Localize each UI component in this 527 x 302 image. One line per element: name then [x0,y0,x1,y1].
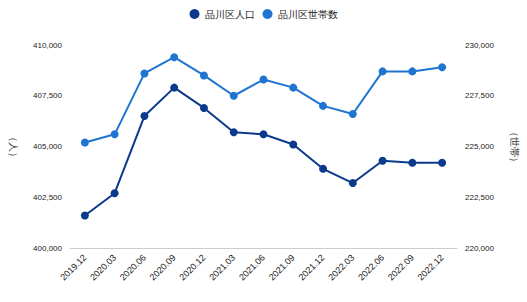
svg-text:2022.12: 2022.12 [416,252,446,282]
svg-text:2020.06: 2020.06 [118,252,148,282]
svg-text:400,000: 400,000 [33,244,62,253]
svg-text:227,500: 227,500 [465,91,494,100]
svg-text:222,500: 222,500 [465,193,494,202]
svg-text:230,000: 230,000 [465,41,494,50]
svg-text:2022.06: 2022.06 [356,252,386,282]
svg-text:2021.06: 2021.06 [237,252,267,282]
svg-text:（人）: （人） [8,132,19,162]
svg-text:2022.03: 2022.03 [326,252,356,282]
svg-text:2020.03: 2020.03 [88,252,118,282]
svg-text:402,500: 402,500 [33,193,62,202]
svg-text:（世帯）: （世帯） [509,127,520,167]
svg-text:品川区人口: 品川区人口 [205,9,255,20]
svg-text:2021.12: 2021.12 [297,252,327,282]
svg-text:2021.09: 2021.09 [267,252,297,282]
svg-text:405,000: 405,000 [33,142,62,151]
svg-text:225,000: 225,000 [465,142,494,151]
svg-text:2022.09: 2022.09 [386,252,416,282]
svg-text:品川区世帯数: 品川区世帯数 [278,9,338,20]
svg-text:2019.12: 2019.12 [58,252,88,282]
svg-text:2020.09: 2020.09 [148,252,178,282]
svg-text:2021.03: 2021.03 [207,252,237,282]
svg-text:2020.12: 2020.12 [177,252,207,282]
svg-text:220,000: 220,000 [465,244,494,253]
svg-text:410,000: 410,000 [33,41,62,50]
svg-text:407,500: 407,500 [33,91,62,100]
